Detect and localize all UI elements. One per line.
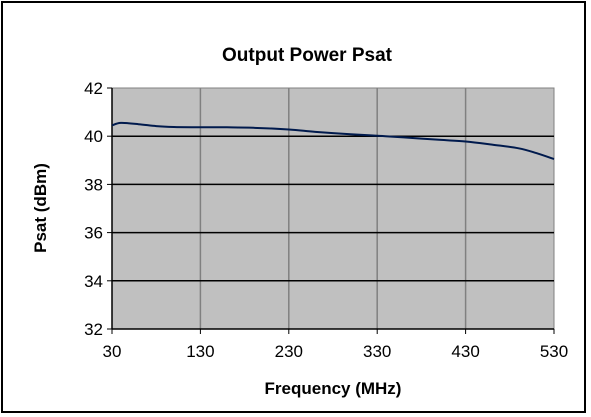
y-tick-label: 32 [84, 320, 103, 339]
y-tick-labels: 32 34 36 38 40 42 [84, 79, 103, 339]
x-axis-label: Frequency (MHz) [265, 379, 402, 398]
y-tick-label: 40 [84, 127, 103, 146]
x-tick-label: 30 [103, 342, 122, 361]
x-tick-labels: 30 130 230 330 430 530 [103, 342, 569, 361]
x-tick-label: 130 [186, 342, 214, 361]
series-layer [111, 121, 555, 161]
series-line [111, 121, 555, 161]
y-tick-label: 38 [84, 175, 103, 194]
y-tick-label: 42 [84, 79, 103, 98]
horizontal-gridlines [107, 87, 554, 330]
x-tick-label: 230 [275, 342, 303, 361]
x-tick-label: 430 [451, 342, 479, 361]
y-tick-label: 36 [84, 224, 103, 243]
y-axis-label: Psat (dBm) [31, 163, 50, 253]
x-tick-label: 530 [540, 342, 568, 361]
chart-title: Output Power Psat [222, 45, 393, 66]
x-tick-label: 330 [363, 342, 391, 361]
y-tick-label: 34 [84, 272, 103, 291]
plot-area [111, 87, 555, 330]
